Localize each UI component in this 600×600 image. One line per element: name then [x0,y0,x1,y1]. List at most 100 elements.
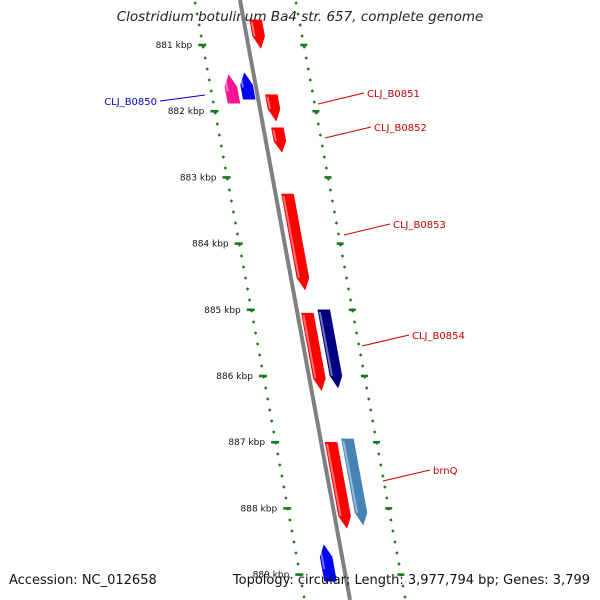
ruler-tick [373,430,377,434]
ruler-tick [195,12,199,16]
gene-highlight [318,546,326,570]
ruler-tick [369,408,373,412]
tick-label: 884 kbp [192,240,229,250]
ruler-tick [336,232,341,236]
ruler-tick [241,265,246,269]
ruler-tick [308,78,312,82]
gene-arrow-brnq[interactable] [341,438,368,526]
ruler-tick [340,254,345,258]
tick-label: 885 kbp [204,306,241,316]
gene-arrow-f8[interactable] [324,441,351,529]
gene-highlight [250,21,256,37]
ruler-tick [304,56,308,60]
ruler-tick [385,496,389,500]
ruler-tick [278,463,282,467]
gene-arrow-clj_b0850[interactable] [240,72,256,100]
gene-highlight [239,74,244,88]
ruler-tick [391,529,395,533]
genome-backbone [238,0,352,600]
tick-label: 882 kbp [168,107,205,117]
ruler-tick [223,166,228,170]
ruler-tick [197,23,201,27]
ruler-tick [377,452,381,456]
ruler-tick [284,496,288,500]
ruler-tick [235,232,240,236]
ruler-tick [270,419,274,423]
ruler-tick [296,562,300,566]
gene-arrow-f0[interactable] [249,19,265,49]
ruler-tick [356,342,361,346]
gene-label[interactable]: CLJ_B0852 [374,123,427,134]
ruler-tick [302,45,306,49]
tick-label: 886 kbp [216,372,253,382]
tick-label: 888 kbp [241,504,278,514]
ruler-tick [300,584,304,588]
ruler-tick [401,584,405,588]
ruler-tick [324,166,329,170]
ruler-tick [383,485,387,489]
ruler-tick [397,562,401,566]
ruler-tick [371,419,375,423]
gene-highlight [318,311,333,377]
ruler-tick [300,34,304,38]
gene-arrow-clj_b0850a[interactable] [224,74,241,104]
gene-label[interactable]: CLJ_B0850 [104,97,157,108]
gene-label[interactable]: CLJ_B0854 [412,331,465,342]
ruler-tick [294,1,298,5]
gene-arrow-clj_b0851[interactable] [265,94,281,122]
ruler-tick [229,199,234,203]
map-title: Clostridium botulinum Ba4 str. 657, comp… [116,9,484,25]
tick-label: 887 kbp [228,438,265,448]
ruler-tick [395,551,399,555]
label-leader [382,469,431,482]
ruler-tick [201,45,205,49]
gene-highlight [342,440,359,514]
ruler-tick [268,408,272,412]
ruler-tick [263,386,268,390]
tick-label: 881 kbp [156,41,193,51]
gene-label[interactable]: CLJ_B0853 [393,220,446,231]
gene-label[interactable]: brnQ [433,466,458,477]
ruler-tick [215,122,220,126]
ruler-tick [346,287,351,291]
ruler-tick [255,342,260,346]
ruler-tick [243,276,248,280]
ruler-tick [199,34,203,38]
gene-arrow-clj_b0854[interactable] [301,312,326,392]
ruler-tick [348,298,353,302]
ruler-tick [193,1,197,5]
gene-arrow-clj_b0854b[interactable] [317,309,343,389]
ruler-tick [266,397,270,401]
ruler-tick [364,386,369,390]
label-leader [361,334,410,347]
ruler-tick [403,595,407,599]
ruler-tick [298,23,302,27]
ruler-tick [320,144,325,148]
ruler-tick [203,56,207,60]
ruler-tick [221,155,226,159]
ruler-tick [393,540,397,544]
ruler-tick [245,287,250,291]
gene-highlight [326,444,342,517]
gene-arrow-clj_b0853[interactable] [281,193,310,291]
ruler-tick [306,67,310,71]
gene-highlight [302,314,317,379]
feature-labels: CLJ_B0850 CLJ_B0851 CLJ_B0852 CLJ_B0853 CLJ_… [104,89,465,482]
ruler-tick [302,595,306,599]
gene-highlight [282,195,300,279]
ruler-tick [231,210,236,214]
label-leader [159,94,206,102]
tick-label: 883 kbp [180,173,217,183]
gene-label[interactable]: CLJ_B0851 [367,89,420,100]
ruler-tick [334,221,339,225]
ruler-tick [354,331,359,335]
gene-arrow-clj_b0852[interactable] [271,127,287,153]
label-leader [343,223,391,236]
gene-arrow-f10[interactable] [319,544,337,582]
ruler-tick [342,265,347,269]
ruler-tick [280,474,284,478]
ruler-tick [352,320,357,324]
ruler-tick [312,100,316,104]
ruler-tick [389,518,393,522]
